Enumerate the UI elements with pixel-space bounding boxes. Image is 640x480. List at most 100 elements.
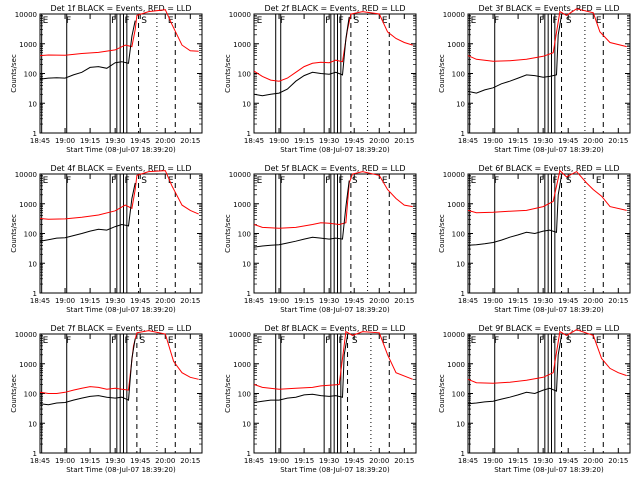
x-tick-label: 19:45 (344, 137, 364, 145)
panel-det-1: Det 1f BLACK = Events, RED = LLD 1 10 100 10… (10, 4, 203, 154)
x-tick-label: 19:45 (130, 137, 150, 145)
marker-letter: F (280, 336, 285, 346)
marker-letter: E (471, 336, 477, 346)
marker-letter: E (596, 176, 602, 186)
x-tick-label: 19:00 (269, 457, 289, 465)
marker-letter: S (566, 336, 572, 346)
marker-letter: E (257, 336, 263, 346)
panel-title: Det 4f BLACK = Events, RED = LLD (50, 164, 191, 173)
marker-letter: E (257, 16, 263, 26)
x-tick-label: 18:45 (244, 297, 264, 305)
x-tick-label: 18:45 (458, 137, 478, 145)
x-tick-label: 19:15 (80, 137, 100, 145)
events-series-line (467, 335, 562, 405)
marker-letter: S (141, 16, 147, 26)
marker-letter: S (140, 336, 146, 346)
plot-frame (253, 173, 417, 294)
x-tick-label: 19:30 (533, 137, 553, 145)
panel-title: Det 7f BLACK = Events, RED = LLD (50, 324, 191, 333)
marker-letter: E (596, 336, 602, 346)
x-tick-label: 19:45 (130, 297, 150, 305)
marker-letter: F (66, 336, 71, 346)
panel-det-7: Det 7f BLACK = Events, RED = LLD 1 10 100 10… (10, 324, 203, 474)
x-tick-label: 20:15 (394, 457, 414, 465)
plot-frame (253, 333, 417, 454)
x-axis-label: Start Time (08-Jul-07 18:39:20) (66, 306, 176, 314)
y-tick-label: 10 (456, 260, 465, 268)
y-tick-label: 100 (452, 231, 465, 239)
events-series-line (253, 16, 350, 97)
x-tick-label: 19:15 (294, 457, 314, 465)
lld-series-line (467, 329, 627, 384)
panel-det-6: Det 6f BLACK = Events, RED = LLD 1 10 100 10… (438, 164, 631, 314)
x-tick-label: 18:45 (30, 457, 50, 465)
events-series-line (467, 175, 562, 246)
y-tick-label: 10 (242, 100, 251, 108)
x-tick-label: 19:00 (483, 137, 503, 145)
x-axis-label: Start Time (08-Jul-07 18:39:20) (494, 466, 604, 474)
y-axis-label: Counts/sec (10, 54, 18, 93)
x-axis-label: Start Time (08-Jul-07 18:39:20) (494, 306, 604, 314)
x-tick-label: 20:15 (394, 137, 414, 145)
x-tick-label: 18:45 (30, 137, 50, 145)
lld-series-line (253, 11, 413, 82)
y-tick-label: 10000 (443, 171, 465, 179)
x-tick-label: 18:45 (458, 457, 478, 465)
marker-letter: S (566, 16, 572, 26)
y-axis-label: Counts/sec (438, 374, 446, 413)
panel-title: Det 2f BLACK = Events, RED = LLD (264, 4, 405, 13)
marker-letter: F (539, 336, 544, 346)
y-tick-label: 10 (28, 260, 37, 268)
panel-det-3: Det 3f BLACK = Events, RED = LLD 1 10 100 10… (438, 4, 631, 154)
x-tick-label: 19:30 (533, 297, 553, 305)
marker-letter: F (553, 336, 558, 346)
x-tick-label: 20:00 (583, 297, 603, 305)
events-series-line (253, 335, 348, 403)
y-tick-label: 1000 (19, 361, 37, 369)
y-tick-label: 10 (28, 100, 37, 108)
x-tick-label: 20:00 (155, 137, 175, 145)
y-tick-label: 100 (452, 71, 465, 79)
marker-letter: F (494, 16, 499, 26)
x-tick-label: 19:00 (55, 297, 75, 305)
y-tick-label: 1000 (447, 201, 465, 209)
panel-title: Det 8f BLACK = Events, RED = LLD (264, 324, 405, 333)
plot-frame (467, 173, 631, 294)
x-tick-label: 19:30 (105, 457, 125, 465)
x-tick-label: 19:30 (533, 457, 553, 465)
panel-title: Det 1f BLACK = Events, RED = LLD (50, 4, 191, 13)
plot-frame (39, 333, 203, 454)
y-tick-label: 100 (24, 391, 37, 399)
marker-letter: F (339, 176, 344, 186)
events-series-line (39, 338, 136, 406)
marker-letter: F (125, 16, 130, 26)
x-tick-label: 20:15 (180, 297, 200, 305)
marker-letter: S (141, 176, 147, 186)
marker-letter: S (566, 176, 572, 186)
panel-det-5: Det 5f BLACK = Events, RED = LLD 1 10 100 10… (224, 164, 417, 314)
y-tick-label: 100 (24, 71, 37, 79)
x-tick-label: 19:15 (508, 297, 528, 305)
x-tick-label: 20:00 (583, 137, 603, 145)
x-tick-label: 19:45 (558, 137, 578, 145)
y-tick-label: 10000 (229, 11, 251, 19)
marker-letter: F (66, 16, 71, 26)
x-tick-label: 20:00 (369, 457, 389, 465)
x-tick-label: 20:15 (608, 137, 628, 145)
y-tick-label: 100 (238, 391, 251, 399)
panel-det-2: Det 2f BLACK = Events, RED = LLD 1 10 100 10… (224, 4, 417, 154)
marker-letter: E (471, 176, 477, 186)
panel-det-8: Det 8f BLACK = Events, RED = LLD 1 10 100 10… (224, 324, 417, 474)
marker-letter: F (280, 176, 285, 186)
x-axis-label: Start Time (08-Jul-07 18:39:20) (280, 306, 390, 314)
y-tick-label: 1 (247, 130, 251, 138)
y-tick-label: 100 (452, 391, 465, 399)
panel-title: Det 6f BLACK = Events, RED = LLD (478, 164, 619, 173)
marker-letter: F (325, 16, 330, 26)
y-tick-label: 10000 (443, 331, 465, 339)
x-tick-label: 18:45 (244, 137, 264, 145)
x-tick-label: 19:15 (294, 137, 314, 145)
x-tick-label: 20:00 (155, 297, 175, 305)
y-tick-label: 100 (238, 231, 251, 239)
